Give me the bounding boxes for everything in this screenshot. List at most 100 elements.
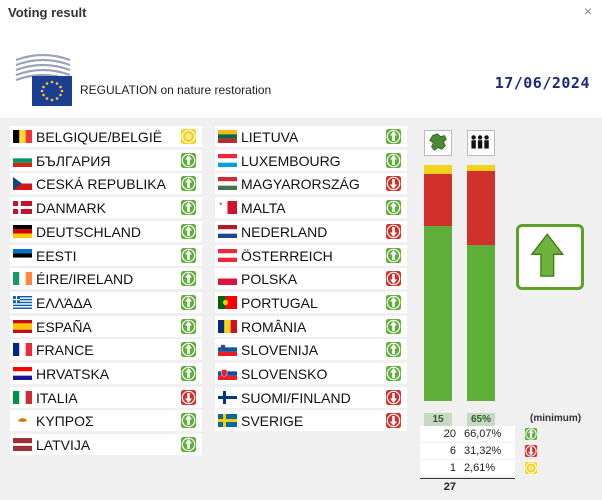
flag-gr-icon	[13, 295, 32, 309]
vote-no-icon	[385, 412, 402, 430]
country-name: DANMARK	[36, 200, 107, 217]
country-row: LUXEMBOURG	[215, 149, 407, 171]
vote-yes-icon	[180, 151, 197, 169]
country-row: SVERIGE	[215, 410, 407, 432]
country-name: БЪЛГАРИЯ	[36, 152, 111, 169]
voting-panel: REGULATION on nature restoration 17/06/2…	[0, 38, 602, 500]
country-row: DEUTSCHLAND	[10, 220, 202, 242]
vote-yes-icon	[385, 199, 402, 217]
country-row: BELGIQUE/BELGIË	[10, 126, 202, 147]
vote-yes-icon	[180, 412, 197, 430]
vote-abstain-icon	[180, 128, 197, 145]
member-states-bar	[424, 165, 452, 401]
flag-pl-icon	[218, 272, 237, 286]
country-name: ROMÂNIA	[241, 318, 307, 335]
country-name: DEUTSCHLAND	[36, 223, 142, 240]
flag-es-icon	[13, 319, 32, 333]
tally-yes-icon	[524, 427, 538, 441]
total-row: 27	[420, 478, 515, 493]
flag-hr-icon	[13, 367, 32, 380]
bar-segment-abstain	[467, 165, 495, 172]
country-row: MAGYARORSZÁG	[215, 173, 407, 195]
tally-row-abstain: 1 2,61%	[420, 460, 515, 476]
bar-segment-yes	[424, 226, 452, 401]
flag-mt-icon	[218, 201, 237, 215]
country-name: MAGYARORSZÁG	[241, 176, 360, 193]
flag-fr-icon	[13, 343, 32, 357]
country-name: SVERIGE	[241, 413, 304, 430]
country-name: PORTUGAL	[241, 294, 318, 311]
flag-de-icon	[13, 224, 32, 238]
country-row: SLOVENSKO	[215, 363, 407, 384]
vote-yes-icon	[180, 270, 197, 288]
flag-lu-icon	[218, 153, 237, 167]
country-row: NEDERLAND	[215, 220, 407, 242]
vote-no-icon	[385, 270, 402, 288]
vote-no-icon	[385, 175, 402, 193]
flag-ro-icon	[218, 319, 237, 333]
tally-count: 6	[449, 445, 456, 457]
population-icon	[467, 130, 495, 156]
vote-yes-icon	[385, 341, 402, 359]
states-threshold-label: 15	[424, 413, 452, 427]
flag-cy-icon	[13, 414, 32, 428]
minimum-label: (minimum)	[530, 413, 582, 424]
window-title: Voting result	[8, 5, 87, 20]
flag-se-icon	[218, 414, 237, 428]
vote-date: 17/06/2024	[494, 74, 590, 92]
country-row: DANMARK	[10, 197, 202, 219]
regulation-title: REGULATION on nature restoration	[80, 83, 272, 97]
country-row: ITALIA	[10, 386, 202, 408]
flag-at-icon	[218, 248, 237, 262]
country-row: HRVATSKA	[10, 363, 202, 384]
flag-nl-icon	[218, 224, 237, 238]
vote-yes-icon	[180, 293, 197, 311]
bar-segment-no	[424, 174, 452, 227]
country-row: POLSKA	[215, 268, 407, 290]
header: REGULATION on nature restoration 17/06/2…	[0, 38, 602, 118]
vote-yes-icon	[385, 246, 402, 264]
country-row: SLOVENIJA	[215, 339, 407, 361]
country-row: CESKÁ REPUBLIKA	[10, 173, 202, 195]
vote-yes-icon	[385, 365, 402, 382]
flag-it-icon	[13, 390, 32, 404]
country-name: POLSKA	[241, 271, 298, 288]
country-row: ÉIRE/IRELAND	[10, 268, 202, 290]
country-name: ΕΛΛΆΔΑ	[36, 294, 93, 311]
flag-lt-icon	[218, 130, 237, 143]
tally-percent: 2,61%	[464, 462, 496, 474]
bar-segment-no	[467, 171, 495, 246]
country-row: ΚΥΠΡΟΣ	[10, 410, 202, 432]
country-row: LIETUVA	[215, 126, 407, 147]
tally-count: 1	[449, 462, 456, 474]
close-icon[interactable]: ×	[583, 3, 592, 19]
vote-yes-icon	[180, 436, 197, 454]
vote-yes-icon	[180, 246, 197, 264]
result-adopted-icon	[516, 224, 584, 290]
vote-yes-icon	[180, 317, 197, 335]
country-name: HRVATSKA	[36, 366, 110, 382]
country-row: MALTA	[215, 197, 407, 219]
vote-yes-icon	[385, 317, 402, 335]
country-name: SLOVENSKO	[241, 366, 328, 382]
country-row: ROMÂNIA	[215, 315, 407, 337]
country-name: MALTA	[241, 200, 286, 217]
council-logo-icon	[15, 53, 72, 106]
total-count: 27	[443, 481, 456, 493]
vote-no-icon	[385, 222, 402, 240]
vote-yes-icon	[180, 222, 197, 240]
country-name: LIETUVA	[241, 129, 299, 145]
flag-ee-icon	[13, 248, 32, 262]
tally-row-no: 6 31,32%	[420, 443, 515, 459]
country-name: LUXEMBOURG	[241, 152, 341, 169]
vote-yes-icon	[385, 128, 402, 145]
country-name: LATVIJA	[36, 437, 91, 454]
country-name: SUOMI/FINLAND	[241, 389, 351, 406]
vote-yes-icon	[180, 175, 197, 193]
vote-no-icon	[385, 388, 402, 406]
eu-map-icon	[424, 130, 452, 156]
country-name: BELGIQUE/BELGIË	[36, 129, 163, 145]
vote-yes-icon	[180, 341, 197, 359]
country-name: SLOVENIJA	[241, 342, 319, 359]
population-bar	[467, 165, 495, 401]
